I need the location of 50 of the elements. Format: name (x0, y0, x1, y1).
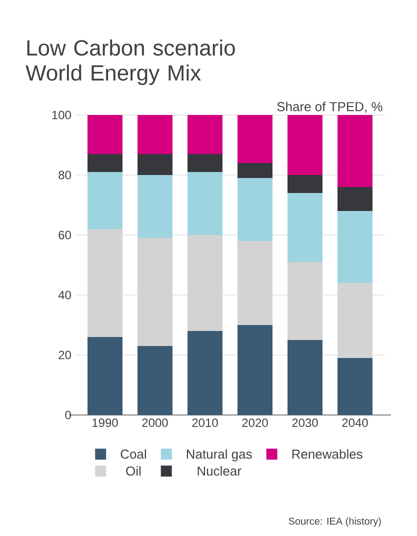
bar (138, 175, 172, 238)
bar (287, 262, 322, 340)
x-tick-label: 2010 (192, 418, 218, 428)
bar (187, 154, 222, 172)
bar (138, 115, 172, 154)
bar (87, 337, 122, 415)
bar (237, 324, 272, 415)
bar (87, 229, 122, 337)
bar (287, 175, 322, 193)
bar (87, 115, 122, 154)
bar (337, 187, 372, 211)
y-tick-label: 0 (65, 410, 71, 420)
legend-label: Natural gas (186, 449, 252, 462)
bar (187, 235, 222, 331)
y-axis-title: Share of TPED, % (277, 102, 382, 113)
legend-label: Coal (120, 449, 146, 459)
bar (187, 331, 222, 415)
bar (287, 193, 322, 262)
bar (138, 346, 172, 415)
bar (337, 282, 372, 358)
x-tick-label: 1990 (92, 418, 118, 428)
x-tick-label: 2020 (242, 418, 268, 428)
bar (138, 238, 172, 346)
bar (87, 154, 122, 172)
bar (337, 358, 372, 415)
bar (237, 163, 272, 178)
x-tick-label: 2000 (142, 418, 168, 428)
bar (237, 178, 272, 241)
bar (287, 115, 322, 175)
bar (187, 115, 222, 154)
bar (138, 154, 172, 175)
chart-title: Low Carbon scenario World Energy Mix (26, 40, 235, 86)
legend-label: Oil (126, 466, 141, 476)
x-tick-label: 2040 (342, 418, 368, 428)
legend-label: Renewables (292, 449, 362, 459)
bar (237, 241, 272, 325)
bar (337, 211, 372, 283)
x-tick-label: 2030 (292, 418, 318, 428)
y-tick-label: 100 (52, 110, 71, 120)
source-note: Source: IEA (history) (288, 517, 381, 527)
y-tick-label: 20 (58, 350, 71, 360)
bar (237, 115, 272, 163)
bar (337, 115, 372, 187)
legend-label: Nuclear (198, 466, 242, 476)
y-tick-label: 60 (58, 230, 71, 240)
y-tick-label: 40 (58, 290, 71, 300)
y-tick-label: 80 (58, 170, 71, 180)
bar (87, 172, 122, 229)
bar (287, 340, 322, 415)
bar (187, 172, 222, 235)
